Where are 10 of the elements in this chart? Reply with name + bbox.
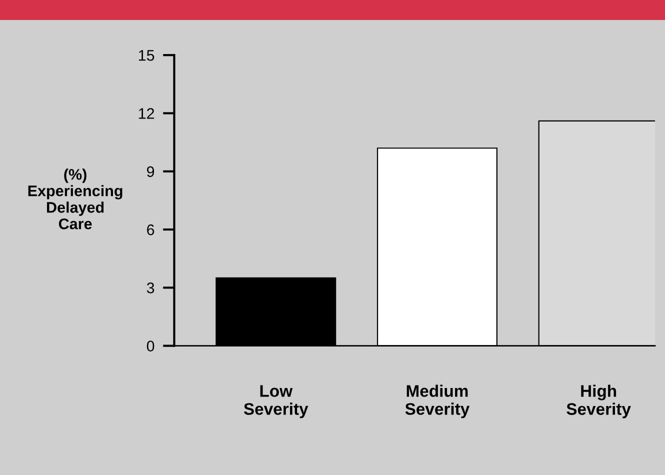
x-tick-label: Medium Severity <box>405 384 470 418</box>
y-tick-label: 0 <box>146 340 154 352</box>
y-tick-label: 15 <box>138 50 154 61</box>
y-axis-title: (%) Experiencing Delayed Care <box>28 168 122 230</box>
x-tick-label: High Severity <box>566 384 631 418</box>
x-tick-label: Low Severity <box>244 385 308 418</box>
y-tick-label: 6 <box>147 224 154 236</box>
y-tick-label: 12 <box>138 108 154 119</box>
y-tick-label: 9 <box>147 166 154 178</box>
y-tick-label: 3 <box>146 282 154 294</box>
